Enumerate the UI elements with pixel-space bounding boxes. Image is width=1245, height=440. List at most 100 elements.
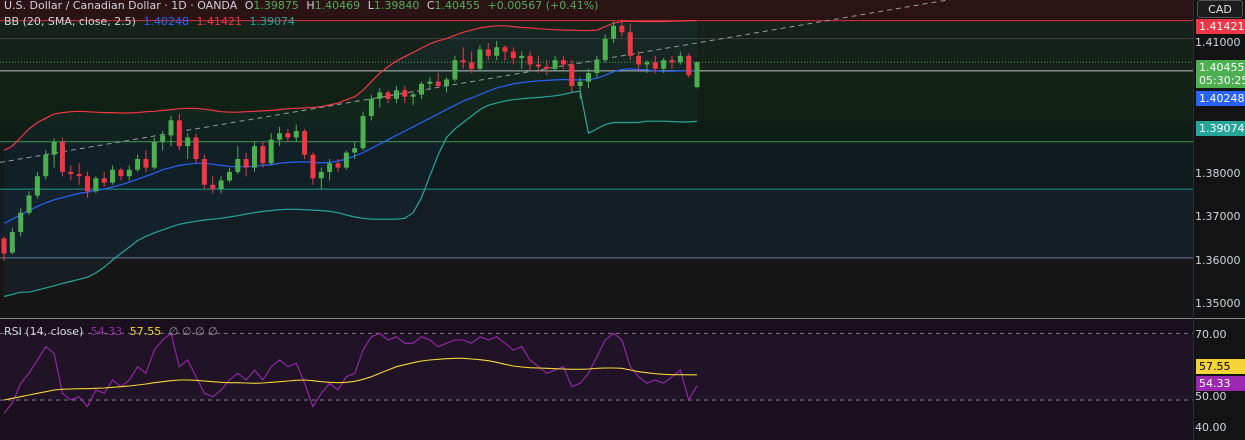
candle-body: [444, 79, 450, 86]
candle-body: [669, 60, 675, 63]
candle-body: [210, 184, 216, 190]
rsi-band: [0, 333, 1193, 400]
candle-body: [335, 163, 341, 168]
candle-body: [252, 146, 257, 168]
candle-body: [185, 137, 191, 147]
candle-body: [586, 73, 591, 82]
candle-body: [686, 55, 692, 76]
candle-body: [9, 232, 15, 253]
candle-body: [477, 49, 483, 69]
rsi-tick: 50.00: [1195, 390, 1227, 403]
candle-body: [661, 60, 667, 69]
currency-button[interactable]: CAD: [1197, 0, 1243, 18]
candle-body: [293, 131, 299, 138]
candle-body: [285, 133, 291, 138]
candle-body: [151, 141, 157, 168]
rsi-line: [3, 332, 698, 414]
candle-body: [101, 178, 107, 183]
candle-body: [110, 169, 116, 183]
candle-body: [502, 47, 508, 52]
candle-body: [435, 81, 441, 86]
candle-body: [652, 62, 658, 69]
bb-legend[interactable]: BB (20, SMA, close, 2.5) 1.40248 1.41421…: [4, 15, 299, 28]
last-price-tag: 1.40455 05:30:25: [1196, 60, 1245, 88]
price-zone: [0, 257, 1193, 318]
candle-body: [26, 195, 32, 213]
candle-body: [552, 60, 558, 69]
low-value: 1.39840: [373, 0, 420, 12]
candle-body: [268, 139, 274, 164]
rsi-value: 54.33: [90, 325, 123, 338]
candle-body: [59, 141, 65, 172]
open-value: 1.39875: [253, 0, 299, 12]
candle-body: [393, 90, 399, 99]
price-zone: [0, 189, 1193, 258]
candle-body: [310, 154, 316, 179]
candle-body: [34, 176, 40, 196]
low-label: L: [367, 0, 374, 12]
candle-body: [560, 60, 566, 65]
candle-body: [594, 60, 600, 74]
price-tick: 1.37000: [1195, 210, 1241, 223]
candle-body: [636, 55, 642, 65]
rsi-ma-tag: 57.55: [1196, 359, 1245, 374]
candle-body: [1, 238, 7, 254]
price-zone: [0, 70, 1193, 122]
bb-upper-value: 1.41421: [196, 15, 242, 28]
price-tick: 1.36000: [1195, 254, 1241, 267]
rsi-tick: 40.00: [1195, 421, 1227, 434]
symbol-line[interactable]: U.S. Dollar / Canadian Dollar · 1D · OAN…: [4, 0, 238, 12]
bb-lower-line: [3, 90, 698, 298]
candle-body: [527, 55, 533, 65]
candle-body: [135, 159, 141, 170]
candle-body: [193, 137, 199, 159]
candle-body: [410, 94, 416, 97]
candle-body: [201, 159, 207, 185]
candle-body: [243, 159, 249, 168]
candle-body: [85, 176, 90, 192]
candle-body: [368, 98, 374, 117]
candle-body: [76, 174, 82, 177]
candle-body: [419, 83, 424, 95]
bb-label: BB (20, SMA, close, 2.5): [4, 15, 136, 28]
high-value: 1.40469: [314, 0, 361, 12]
bb-upper-line: [3, 20, 697, 151]
candle-body: [460, 60, 466, 63]
candle-body: [535, 64, 541, 67]
candle-body: [260, 146, 266, 164]
candle-body: [327, 163, 333, 172]
candle-body: [18, 212, 24, 233]
candle-body: [644, 62, 650, 65]
price-tick: 1.38000: [1195, 167, 1241, 180]
rsi-tick: 70.00: [1195, 328, 1227, 341]
rsi-ma-line: [3, 357, 697, 401]
candle-body: [218, 180, 224, 190]
bb-basis-line: [3, 68, 698, 225]
price-tick: 1.35000: [1195, 297, 1241, 310]
candle-body: [519, 55, 525, 59]
candle-body: [569, 64, 575, 86]
candle-body: [235, 159, 241, 172]
symbol-legend: U.S. Dollar / Canadian Dollar · 1D · OAN…: [4, 0, 602, 12]
last-price: 1.40455: [1199, 61, 1245, 74]
candle-body: [469, 62, 475, 69]
candle-body: [118, 169, 124, 177]
candle-body: [343, 152, 349, 168]
candle-body: [677, 55, 683, 63]
rsi-legend[interactable]: RSI (14, close) 54.33 57.55 ∅ ∅ ∅ ∅: [4, 325, 222, 338]
price-zone: [0, 141, 1193, 190]
open-label: O: [244, 0, 254, 12]
candle-body: [302, 131, 308, 155]
high-label: H: [306, 0, 315, 12]
candle-body: [627, 32, 633, 56]
candle-body: [452, 60, 458, 80]
close-value: 1.40455: [434, 0, 481, 12]
candle-body: [510, 51, 516, 59]
candle-body: [277, 133, 283, 140]
bb-lower-tag: 1.39074: [1196, 121, 1245, 136]
candle-body: [43, 154, 49, 177]
price-zone: [0, 0, 1193, 21]
rsi-extras: ∅ ∅ ∅ ∅: [168, 325, 218, 338]
